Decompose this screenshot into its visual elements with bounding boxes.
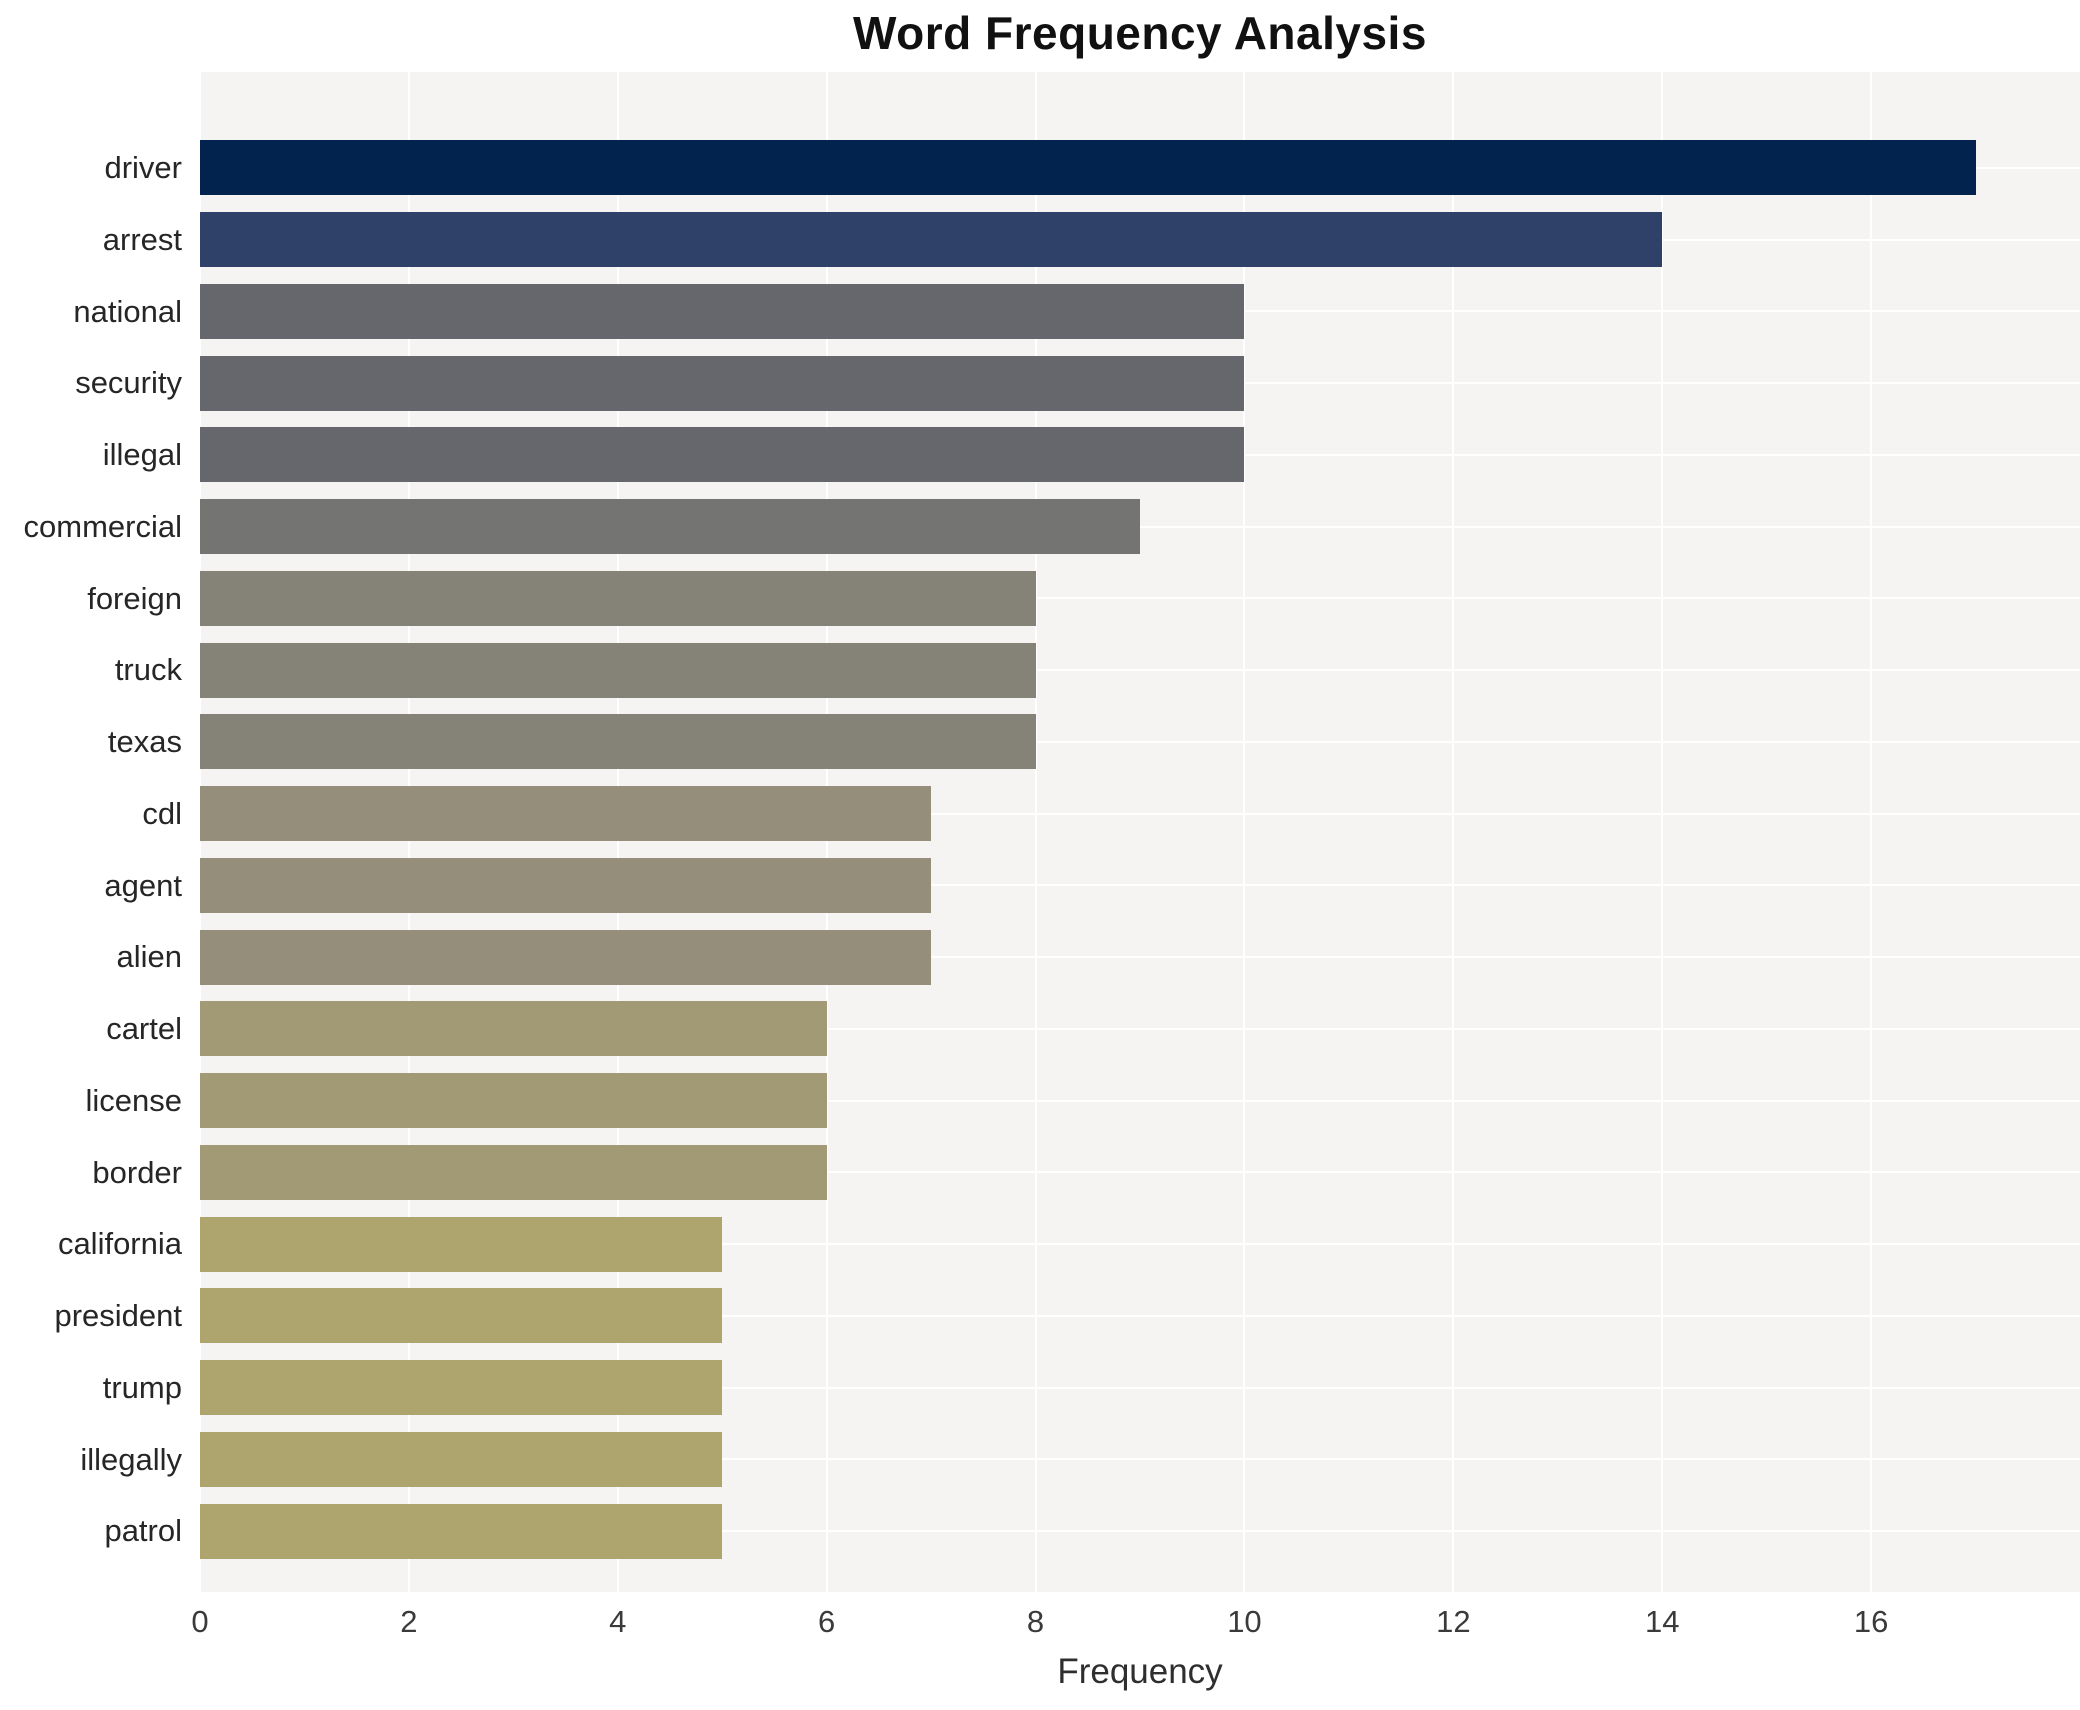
gridline-horizontal <box>200 597 2080 600</box>
x-axis-title: Frequency <box>1057 1652 1223 1691</box>
y-tick-label-security: security <box>75 365 182 401</box>
y-tick-label-commercial: commercial <box>23 508 182 544</box>
gridline-vertical <box>1452 72 1455 1592</box>
y-tick-label-agent: agent <box>104 867 182 903</box>
x-tick-label-4: 4 <box>609 1604 627 1639</box>
gridline-horizontal <box>200 740 2080 743</box>
bar-patrol <box>200 1503 723 1559</box>
bar-row <box>200 204 2080 276</box>
bar-row <box>200 1208 2080 1280</box>
bar-row <box>200 347 2080 419</box>
y-tick-label-foreign: foreign <box>87 580 182 616</box>
bar-license <box>200 1073 827 1129</box>
bar-row <box>200 1065 2080 1137</box>
bar-row <box>200 276 2080 348</box>
bar-texas <box>200 714 1036 770</box>
gridline-horizontal <box>200 812 2080 815</box>
y-tick-label-illegally: illegally <box>80 1441 182 1477</box>
gridline-horizontal <box>200 669 2080 672</box>
y-tick-label-illegal: illegal <box>102 437 182 472</box>
y-tick-label-president: president <box>54 1298 182 1333</box>
bar-row <box>200 1495 2080 1567</box>
y-tick-label-driver: driver <box>104 150 182 185</box>
bar-national <box>200 283 1245 339</box>
gridline-horizontal <box>200 1386 2080 1389</box>
bar-security <box>200 355 1245 411</box>
gridline-horizontal <box>200 1243 2080 1246</box>
bar-row <box>200 132 2080 204</box>
bar-cdl <box>200 786 932 842</box>
bar-row <box>200 850 2080 922</box>
bar-illegal <box>200 427 1245 483</box>
bar-row <box>200 1137 2080 1209</box>
bar-row <box>200 419 2080 491</box>
gridline-vertical <box>1034 72 1037 1592</box>
bar-president <box>200 1288 723 1344</box>
bar-row <box>200 778 2080 850</box>
bar-commercial <box>200 499 1140 555</box>
gridline-horizontal <box>200 1171 2080 1174</box>
y-tick-label-cartel: cartel <box>106 1011 182 1046</box>
gridline-vertical <box>1661 72 1664 1592</box>
bar-california <box>200 1216 723 1272</box>
y-tick-label-national: national <box>73 293 182 329</box>
gridline-horizontal <box>200 884 2080 887</box>
gridline-horizontal <box>200 956 2080 959</box>
y-tick-label-texas: texas <box>107 724 182 759</box>
x-tick-label-12: 12 <box>1436 1604 1471 1639</box>
x-tick-label-8: 8 <box>1026 1604 1045 1639</box>
y-tick-label-cdl: cdl <box>142 795 182 831</box>
plot-area <box>199 72 2080 1592</box>
bar-truck <box>200 642 1036 698</box>
bar-row <box>200 491 2080 563</box>
x-tick-label-14: 14 <box>1644 1604 1680 1639</box>
x-tick-label-2: 2 <box>400 1604 418 1639</box>
chart-title: Word Frequency Analysis <box>853 7 1427 59</box>
gridline-vertical <box>1243 72 1246 1592</box>
y-tick-label-california: california <box>57 1226 182 1262</box>
bar-row <box>200 1352 2080 1424</box>
x-axis-ticks: 0 2 4 6 8 10 12 14 16 <box>191 1604 2080 1644</box>
y-tick-label-trump: trump <box>102 1369 182 1405</box>
y-tick-label-license: license <box>85 1082 183 1118</box>
bar-row <box>200 706 2080 778</box>
x-tick-label-16: 16 <box>1853 1604 1889 1639</box>
bar-trump <box>200 1360 723 1416</box>
bar-alien <box>200 929 932 985</box>
bar-arrest <box>200 212 1663 268</box>
gridline-horizontal <box>200 1027 2080 1030</box>
y-axis-labels: driver arrest national security illegal comme… <box>0 132 182 1567</box>
bar-row <box>200 634 2080 706</box>
gridline-horizontal <box>200 1530 2080 1533</box>
x-tick-label-6: 6 <box>818 1604 836 1639</box>
x-tick-label-10: 10 <box>1227 1604 1262 1639</box>
bar-foreign <box>200 570 1036 626</box>
bar-rows <box>200 132 2080 1567</box>
gridline-horizontal <box>200 1099 2080 1102</box>
bar-row <box>200 1424 2080 1496</box>
bar-row <box>200 1280 2080 1352</box>
gridline-horizontal <box>200 1314 2080 1317</box>
bar-row <box>200 921 2080 993</box>
bar-border <box>200 1144 827 1200</box>
y-tick-label-border: border <box>92 1154 182 1190</box>
bar-cartel <box>200 1001 827 1057</box>
gridline-horizontal <box>200 1458 2080 1461</box>
y-tick-label-truck: truck <box>114 652 182 688</box>
bar-agent <box>200 857 932 913</box>
gridline-vertical <box>1870 72 1873 1592</box>
bar-illegally <box>200 1431 723 1487</box>
gridline-horizontal <box>200 525 2080 528</box>
bar-driver <box>200 140 1976 196</box>
x-tick-label-0: 0 <box>191 1604 209 1639</box>
y-tick-label-arrest: arrest <box>102 221 182 257</box>
bar-row <box>200 563 2080 635</box>
bar-row <box>200 993 2080 1065</box>
y-tick-label-alien: alien <box>116 939 183 975</box>
y-tick-label-patrol: patrol <box>104 1513 182 1549</box>
